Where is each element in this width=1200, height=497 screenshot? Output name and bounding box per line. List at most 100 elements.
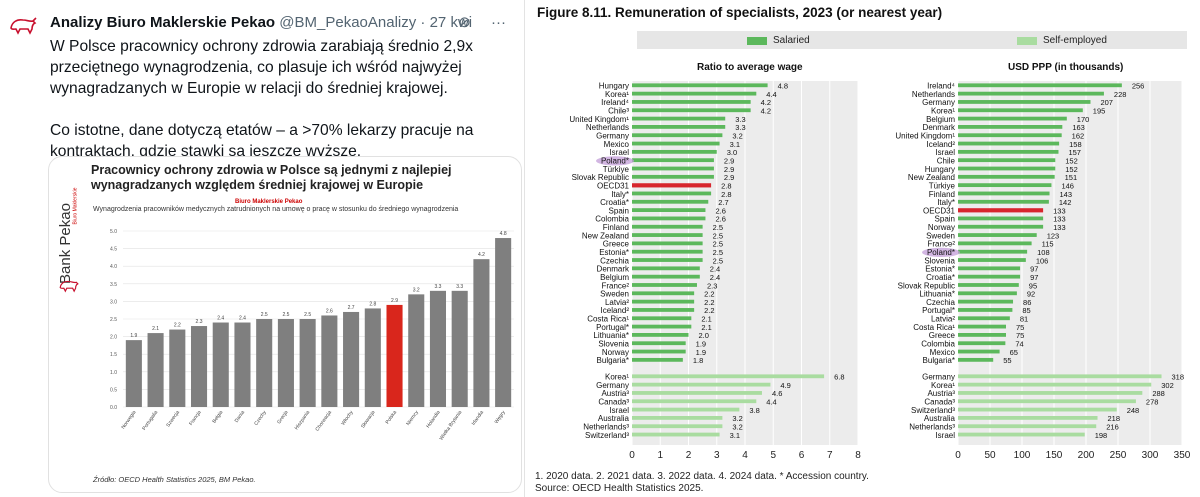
data-label: 152 bbox=[1065, 165, 1078, 174]
bar bbox=[632, 191, 712, 196]
legend-salaried: Salaried bbox=[747, 35, 810, 46]
category-label: Israel bbox=[609, 406, 629, 415]
card-bar bbox=[169, 329, 186, 407]
data-label: 170 bbox=[1077, 115, 1090, 124]
highlight-marker bbox=[922, 247, 960, 257]
card-x-label: Norwegia bbox=[120, 410, 137, 431]
grok-icon[interactable]: ⊘ bbox=[458, 14, 471, 31]
category-label: Türkiye bbox=[929, 181, 956, 190]
bar bbox=[958, 83, 1122, 88]
bar bbox=[958, 249, 1028, 254]
bar bbox=[632, 333, 689, 337]
bar bbox=[958, 116, 1067, 121]
category-label: Colombia bbox=[921, 340, 955, 349]
panel-title-usd: USD PPP (in thousands) bbox=[1008, 62, 1124, 73]
data-label: 2.2 bbox=[704, 298, 714, 307]
data-label: 163 bbox=[1072, 123, 1085, 132]
x-tick: 8 bbox=[855, 450, 861, 461]
bison-logo-icon[interactable] bbox=[8, 14, 38, 38]
footnote-1: 1. 2020 data. 2. 2021 data. 3. 2022 data… bbox=[535, 471, 869, 482]
category-label: Slovenia bbox=[598, 340, 629, 349]
card-x-label: Chorwacja bbox=[315, 410, 334, 433]
data-label: 2.5 bbox=[713, 248, 723, 257]
bar bbox=[632, 258, 703, 262]
footnotes: 1. 2020 data. 2. 2021 data. 3. 2022 data… bbox=[535, 471, 869, 495]
data-label: 256 bbox=[1132, 82, 1145, 91]
data-label: 2.8 bbox=[721, 181, 731, 190]
data-label: 2.6 bbox=[715, 215, 725, 224]
data-label: 142 bbox=[1059, 198, 1072, 207]
legend-swatch-salaried bbox=[747, 36, 767, 45]
bar bbox=[958, 166, 1056, 171]
card-x-label: Szwecja bbox=[165, 410, 181, 429]
figure-title: Figure 8.11. Remuneration of specialists… bbox=[537, 5, 943, 20]
tweet-text: W Polsce pracownicy ochrony zdrowia zara… bbox=[50, 38, 474, 160]
author-handle[interactable]: @BM_PekaoAnalizy bbox=[279, 14, 417, 31]
card-x-label: Hiszpania bbox=[294, 410, 312, 432]
bar bbox=[958, 374, 1162, 379]
category-label: Austria³ bbox=[927, 389, 955, 398]
more-icon[interactable]: ··· bbox=[491, 14, 506, 31]
card-bar bbox=[212, 322, 229, 407]
data-label: 2.2 bbox=[704, 290, 714, 299]
bar bbox=[632, 183, 712, 188]
bar bbox=[632, 349, 686, 354]
data-label: 2.5 bbox=[713, 223, 723, 232]
data-label: 2.7 bbox=[718, 198, 728, 207]
category-label: Australia bbox=[924, 414, 956, 423]
category-label: Netherlands³ bbox=[583, 423, 629, 432]
card-data-label: 2.8 bbox=[369, 301, 376, 307]
category-label: Finland bbox=[603, 223, 629, 232]
bar bbox=[632, 374, 825, 379]
legend-label-self-employed: Self-employed bbox=[1043, 35, 1107, 46]
highlight-marker bbox=[596, 156, 634, 166]
x-tick: 50 bbox=[984, 450, 996, 461]
card-data-label: 2.5 bbox=[304, 312, 311, 318]
data-label: 302 bbox=[1161, 381, 1174, 390]
bar bbox=[632, 141, 720, 146]
panel-title-ratio: Ratio to average wage bbox=[697, 62, 803, 73]
data-label: 198 bbox=[1095, 431, 1108, 440]
card-y-tick: 3.5 bbox=[110, 282, 117, 288]
data-label: 95 bbox=[1029, 281, 1037, 290]
bar bbox=[958, 183, 1052, 188]
data-label: 2.9 bbox=[724, 173, 734, 182]
card-x-label: Francja bbox=[188, 410, 203, 427]
card-data-label: 2.4 bbox=[217, 316, 224, 322]
category-label: France² bbox=[601, 281, 629, 290]
card-y-tick: 0.0 bbox=[110, 405, 117, 411]
tweet-author[interactable]: Analizy Biuro Maklerskie Pekao @BM_Pekao… bbox=[50, 14, 472, 31]
bar bbox=[632, 299, 695, 304]
data-label: 207 bbox=[1100, 98, 1113, 107]
card-data-label: 4.8 bbox=[500, 231, 507, 237]
card-bar bbox=[256, 319, 273, 407]
card-bar bbox=[408, 294, 425, 407]
category-label: Israel bbox=[935, 431, 955, 440]
category-label: Italy* bbox=[611, 190, 629, 199]
data-label: 2.9 bbox=[724, 156, 734, 165]
category-label: Lithuania* bbox=[919, 290, 955, 299]
card-data-label: 2.5 bbox=[282, 312, 289, 318]
category-label: Switzerland³ bbox=[911, 406, 955, 415]
author-name[interactable]: Analizy Biuro Maklerskie Pekao bbox=[50, 14, 276, 31]
category-label: Latvia² bbox=[605, 298, 629, 307]
attached-image[interactable]: Bank Pekao Biuro Maklerskie Pracownicy o… bbox=[48, 156, 522, 493]
tweet-date[interactable]: 27 kwi bbox=[429, 14, 473, 31]
bar bbox=[632, 208, 706, 212]
category-label: Korea¹ bbox=[931, 381, 955, 390]
bar bbox=[958, 149, 1059, 154]
bar bbox=[632, 357, 683, 362]
category-label: France² bbox=[927, 240, 955, 249]
card-y-tick: 3.0 bbox=[110, 299, 117, 305]
card-x-label: Dania bbox=[234, 410, 247, 424]
data-label: 3.2 bbox=[732, 132, 742, 141]
data-label: 162 bbox=[1072, 132, 1085, 141]
data-label: 4.6 bbox=[772, 389, 782, 398]
data-label: 3.3 bbox=[735, 123, 745, 132]
data-label: 1.9 bbox=[696, 340, 706, 349]
bar bbox=[632, 341, 686, 346]
card-x-label: Węgry bbox=[494, 409, 507, 425]
bar bbox=[632, 416, 723, 420]
x-tick: 100 bbox=[1014, 450, 1031, 461]
card-data-label: 3.2 bbox=[413, 287, 420, 293]
